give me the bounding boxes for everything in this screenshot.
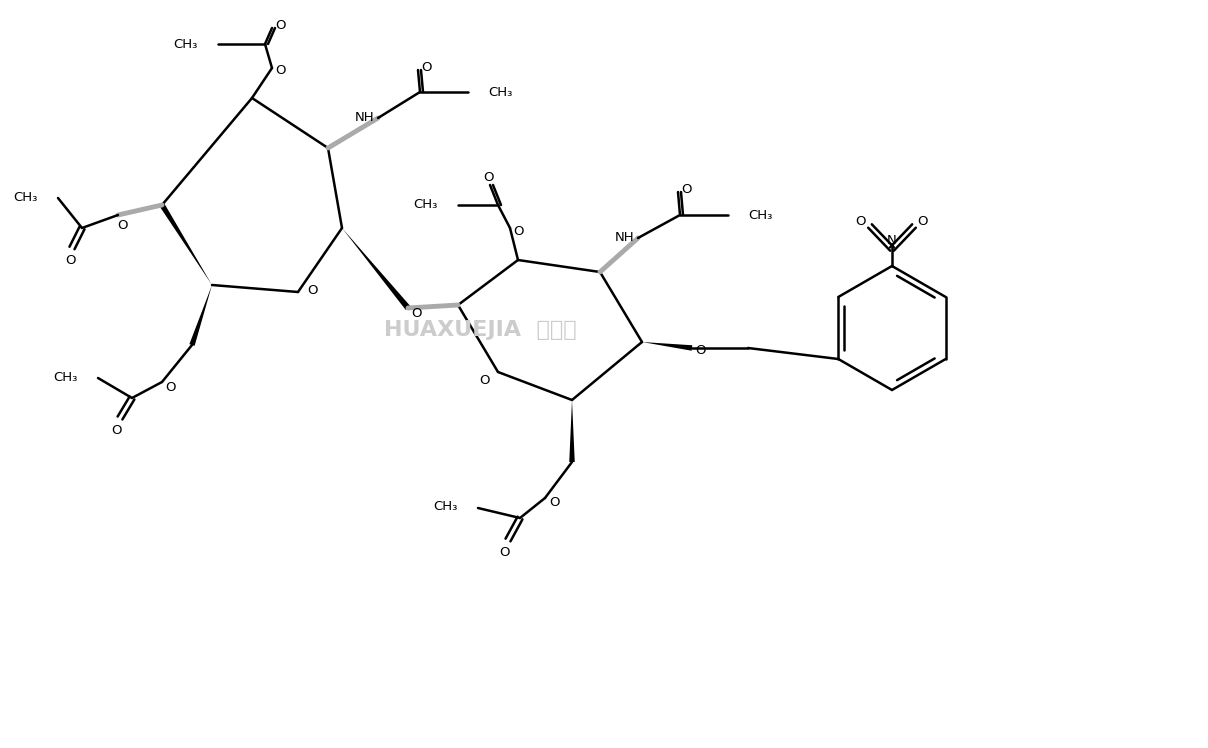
Text: O: O — [307, 283, 318, 296]
Text: CH₃: CH₃ — [434, 500, 458, 513]
Text: N: N — [887, 233, 896, 247]
Text: HUAXUEJIA  化学加: HUAXUEJIA 化学加 — [384, 320, 576, 340]
Text: O: O — [855, 215, 866, 227]
Text: O: O — [274, 19, 285, 31]
Polygon shape — [641, 342, 692, 351]
Text: O: O — [274, 64, 285, 76]
Text: O: O — [512, 224, 523, 238]
Polygon shape — [190, 285, 211, 346]
Text: O: O — [500, 545, 510, 559]
Text: O: O — [550, 497, 561, 509]
Text: O: O — [420, 61, 431, 73]
Text: CH₃: CH₃ — [13, 191, 37, 203]
Text: NH: NH — [355, 111, 374, 123]
Text: O: O — [695, 343, 705, 357]
Text: O: O — [112, 423, 122, 437]
Text: O: O — [681, 183, 691, 195]
Text: O: O — [918, 215, 928, 227]
Text: CH₃: CH₃ — [488, 85, 512, 99]
Polygon shape — [159, 203, 211, 285]
Polygon shape — [569, 400, 575, 462]
Text: O: O — [65, 254, 75, 266]
Text: NH: NH — [615, 230, 635, 244]
Text: O: O — [411, 307, 422, 319]
Text: CH₃: CH₃ — [53, 370, 79, 384]
Text: O: O — [117, 218, 128, 231]
Text: CH₃: CH₃ — [748, 209, 772, 221]
Polygon shape — [342, 228, 411, 310]
Text: O: O — [478, 373, 489, 387]
Text: CH₃: CH₃ — [174, 37, 198, 51]
Text: O: O — [483, 171, 493, 183]
Text: O: O — [164, 381, 175, 393]
Text: CH₃: CH₃ — [413, 197, 439, 210]
